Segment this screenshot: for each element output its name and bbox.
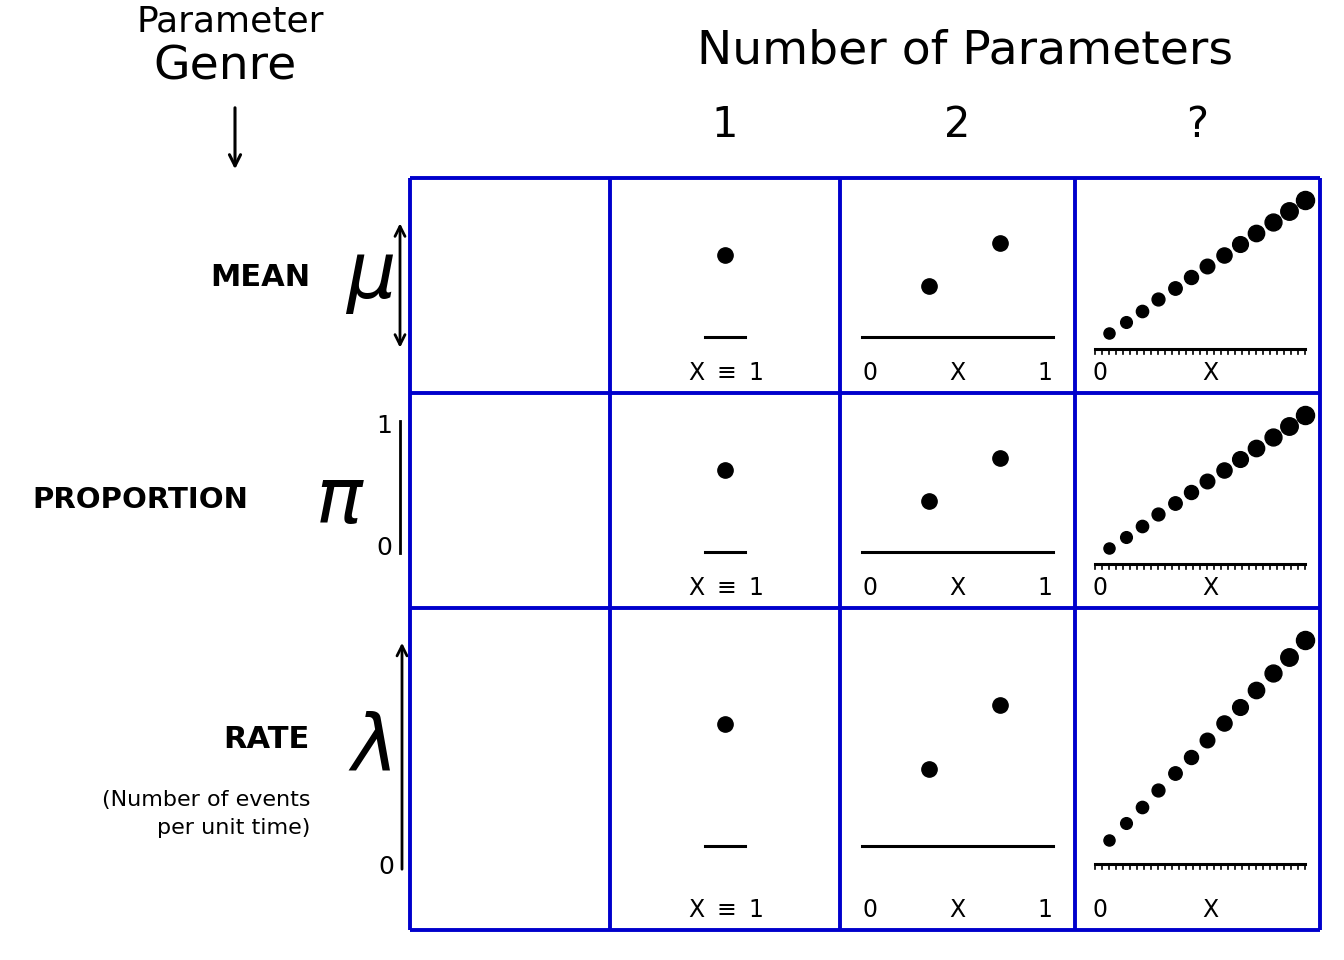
Text: X $\equiv$ 1: X $\equiv$ 1 <box>688 576 762 600</box>
Text: 0: 0 <box>863 898 878 922</box>
Text: Parameter: Parameter <box>136 5 324 39</box>
Text: (Number of events
per unit time): (Number of events per unit time) <box>102 790 310 838</box>
Text: 0: 0 <box>376 536 392 560</box>
Text: X: X <box>1202 576 1218 600</box>
Text: 2: 2 <box>945 104 970 146</box>
Text: Number of Parameters: Number of Parameters <box>698 28 1232 73</box>
Text: 0: 0 <box>863 576 878 600</box>
Text: 1: 1 <box>1038 361 1052 385</box>
Text: 1: 1 <box>712 104 738 146</box>
Text: X $\equiv$ 1: X $\equiv$ 1 <box>688 361 762 385</box>
Text: $\mu$: $\mu$ <box>345 239 395 316</box>
Text: RATE: RATE <box>223 725 310 754</box>
Text: $\pi$: $\pi$ <box>314 463 366 539</box>
Text: 0: 0 <box>1093 576 1107 600</box>
Text: X: X <box>1202 898 1218 922</box>
Text: 1: 1 <box>376 414 392 438</box>
Text: ?: ? <box>1187 104 1208 146</box>
Text: X: X <box>949 576 965 600</box>
Text: PROPORTION: PROPORTION <box>32 487 249 515</box>
Text: $\lambda$: $\lambda$ <box>348 711 391 787</box>
Text: 0: 0 <box>863 361 878 385</box>
Text: MEAN: MEAN <box>210 263 310 292</box>
Text: 1: 1 <box>1038 898 1052 922</box>
Text: 0: 0 <box>378 855 394 879</box>
Text: 1: 1 <box>1038 576 1052 600</box>
Text: X: X <box>1202 361 1218 385</box>
Text: 0: 0 <box>1093 898 1107 922</box>
Text: 0: 0 <box>1093 361 1107 385</box>
Text: X: X <box>949 898 965 922</box>
Text: X: X <box>949 361 965 385</box>
Text: X $\equiv$ 1: X $\equiv$ 1 <box>688 898 762 922</box>
Text: Genre: Genre <box>153 45 297 90</box>
